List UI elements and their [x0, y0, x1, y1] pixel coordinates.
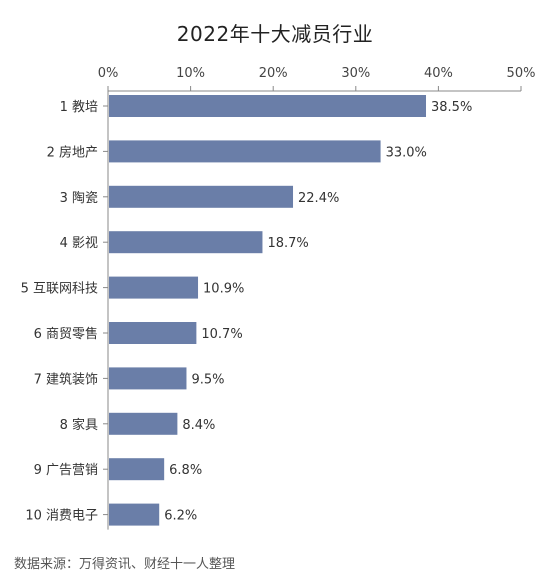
x-tick-label: 10% [176, 66, 205, 81]
value-label: 8.4% [182, 418, 215, 433]
bar [109, 503, 160, 526]
value-label: 10.7% [201, 327, 242, 342]
x-tick-label: 30% [341, 66, 370, 81]
bar [109, 95, 427, 117]
category-label: 10 消费电子 [25, 509, 98, 524]
category-label: 3 陶瓷 [60, 190, 98, 206]
value-label: 6.8% [169, 463, 202, 478]
x-tick-label: 40% [424, 66, 453, 81]
value-label: 6.2% [164, 509, 197, 524]
category-label: 4 影视 [60, 236, 98, 251]
value-label: 10.9% [203, 282, 244, 297]
chart-title: 2022年十大减员行业 [176, 22, 374, 46]
bar [109, 231, 263, 254]
bar [109, 322, 197, 344]
bar [109, 185, 294, 208]
category-label: 1 教培 [60, 99, 98, 115]
data-source-note: 数据来源：万得资讯、财经十一人整理 [14, 557, 236, 572]
category-label: 6 商贸零售 [34, 326, 98, 342]
category-label: 8 家具 [60, 417, 98, 433]
bar [109, 367, 187, 390]
category-label: 9 广告营销 [34, 463, 98, 478]
x-tick-label: 50% [507, 66, 536, 81]
value-label: 38.5% [431, 100, 472, 115]
category-label: 2 房地产 [47, 144, 98, 160]
bar [109, 140, 381, 163]
bar [109, 412, 178, 435]
x-tick-label: 0% [98, 66, 119, 81]
value-label: 22.4% [298, 191, 339, 206]
bar [109, 276, 199, 299]
value-label: 18.7% [267, 236, 308, 251]
value-label: 33.0% [386, 145, 427, 160]
value-label: 9.5% [191, 372, 224, 387]
bar [109, 458, 165, 481]
x-tick-label: 20% [259, 66, 288, 81]
category-label: 5 互联网科技 [21, 282, 98, 297]
category-label: 7 建筑装饰 [34, 371, 98, 387]
